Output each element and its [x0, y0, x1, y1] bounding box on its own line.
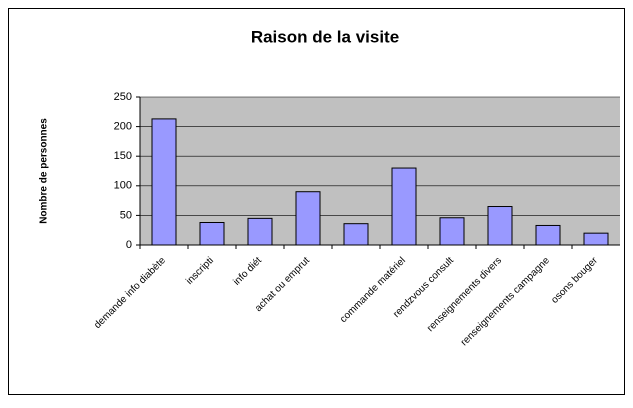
- bar: [343, 223, 369, 246]
- bar: [199, 222, 225, 246]
- chart-title: Raison de la visite: [251, 27, 399, 46]
- bar: [583, 232, 609, 246]
- bar: [391, 167, 417, 246]
- bar: [247, 217, 273, 246]
- y-tick-label: 0: [126, 239, 132, 251]
- bar: [295, 191, 321, 246]
- y-tick-label: 100: [114, 180, 132, 192]
- bar: [439, 217, 465, 246]
- y-tick-label: 150: [114, 150, 132, 162]
- y-axis-label: Nombre de personnes: [39, 118, 50, 224]
- bar: [535, 224, 561, 246]
- y-tick-label: 50: [120, 209, 132, 221]
- y-tick-label: 250: [114, 91, 132, 103]
- y-tick-label: 200: [114, 121, 132, 133]
- plot-area: [140, 97, 620, 245]
- bar: [487, 206, 513, 246]
- bar: [151, 118, 177, 246]
